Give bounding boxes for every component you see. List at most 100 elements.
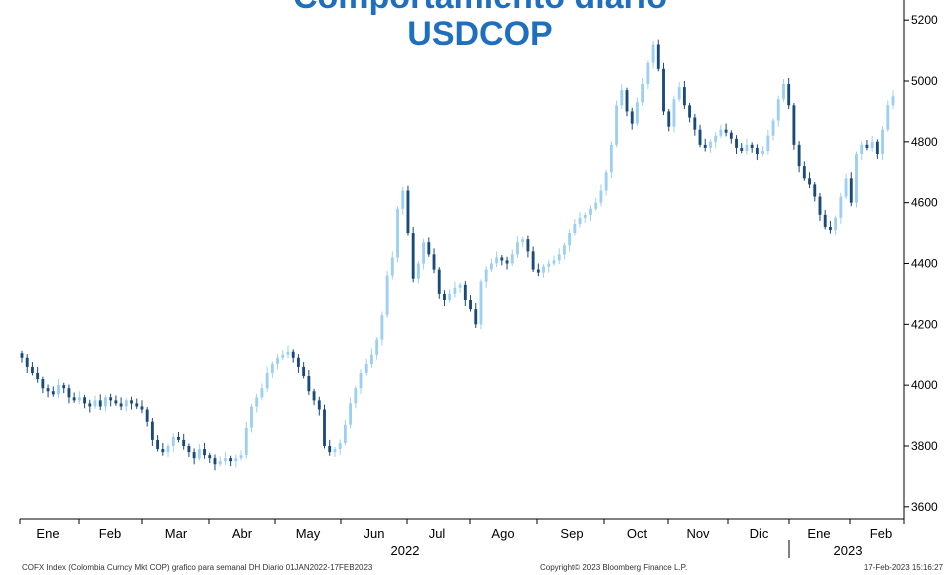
- candle-body: [516, 242, 519, 255]
- candle-body: [589, 208, 592, 215]
- candle-body: [828, 227, 832, 231]
- candle-body: [130, 400, 133, 404]
- candle-body: [698, 129, 702, 145]
- candle: [516, 236, 519, 259]
- candle: [735, 135, 738, 154]
- candle: [698, 124, 702, 148]
- candle-body: [510, 254, 514, 264]
- candle: [401, 186, 405, 215]
- candle: [93, 395, 97, 409]
- candle: [333, 446, 337, 457]
- candle: [667, 108, 671, 132]
- candle-body: [766, 135, 770, 151]
- candle-body: [255, 397, 259, 407]
- candle-body: [651, 44, 655, 63]
- candle: [229, 455, 233, 467]
- candle: [531, 246, 535, 273]
- candle-body: [578, 217, 582, 224]
- candle-body: [630, 111, 634, 124]
- candle-body: [380, 315, 384, 340]
- candle-body: [489, 263, 493, 270]
- candle: [891, 90, 895, 109]
- candle-body: [755, 147, 759, 154]
- candle-body: [250, 406, 253, 428]
- candle: [630, 107, 634, 130]
- candle: [150, 418, 154, 446]
- candle-body: [234, 458, 238, 462]
- candle-body: [317, 400, 321, 410]
- candle-body: [849, 178, 853, 203]
- candle-body: [124, 400, 128, 407]
- candle: [745, 138, 749, 155]
- candle: [385, 270, 389, 318]
- candle: [594, 197, 598, 212]
- candle: [542, 264, 545, 278]
- candle: [682, 81, 686, 109]
- candle-body: [531, 251, 535, 270]
- candle: [145, 407, 149, 427]
- candle: [599, 184, 603, 207]
- candle: [844, 173, 848, 200]
- candle-body: [302, 366, 306, 377]
- candle: [834, 215, 838, 235]
- candle-body: [881, 129, 885, 154]
- candle-body: [557, 254, 561, 261]
- x-month-label: Mar: [165, 526, 188, 541]
- candle: [20, 350, 24, 363]
- candle: [302, 362, 306, 379]
- candle: [583, 212, 587, 223]
- candle-body: [495, 257, 499, 264]
- candle-body: [484, 269, 488, 282]
- candle: [521, 236, 525, 248]
- candle: [688, 102, 692, 123]
- candle: [547, 259, 551, 273]
- candle: [296, 354, 300, 373]
- candle-body: [46, 388, 50, 392]
- candle: [620, 84, 624, 109]
- candle: [177, 432, 180, 443]
- candle: [443, 290, 446, 307]
- candle: [855, 151, 858, 208]
- candle: [886, 100, 890, 133]
- candle-body: [338, 442, 342, 450]
- candle-body: [260, 388, 264, 398]
- candle-body: [604, 172, 608, 191]
- candle-body: [25, 357, 29, 367]
- candle-body: [416, 263, 420, 279]
- candle-body: [547, 263, 551, 267]
- candle-body: [641, 84, 645, 103]
- candle-body: [818, 196, 822, 215]
- candle-body: [411, 233, 415, 279]
- candle-body: [98, 400, 102, 407]
- candle-body: [161, 449, 165, 453]
- candle-body: [208, 455, 212, 459]
- candle: [312, 388, 316, 406]
- candle-body: [343, 424, 347, 443]
- candle-body: [312, 391, 316, 401]
- candle: [578, 211, 582, 228]
- candle: [380, 311, 384, 346]
- candle: [67, 384, 71, 404]
- candle-body: [672, 99, 676, 127]
- candle-body: [77, 397, 81, 401]
- candle-body: [244, 427, 248, 456]
- candle-body: [865, 144, 869, 148]
- candle: [818, 192, 822, 221]
- candle-body: [609, 144, 613, 173]
- candle-body: [636, 102, 639, 124]
- candle-body: [860, 144, 864, 154]
- candle-body: [401, 190, 405, 209]
- candle-body: [875, 141, 879, 154]
- y-tick-label: 4800: [911, 135, 938, 149]
- candle-body: [114, 400, 118, 404]
- candle: [46, 384, 50, 398]
- candle-body: [281, 354, 285, 358]
- candle-body: [688, 105, 692, 118]
- candle-body: [886, 105, 890, 130]
- candle: [161, 442, 165, 456]
- footer-timestamp: 17-Feb-2023 15:16:27: [863, 563, 943, 572]
- x-month-label: Ene: [36, 526, 59, 541]
- candle-body: [307, 376, 311, 392]
- candle: [36, 366, 40, 383]
